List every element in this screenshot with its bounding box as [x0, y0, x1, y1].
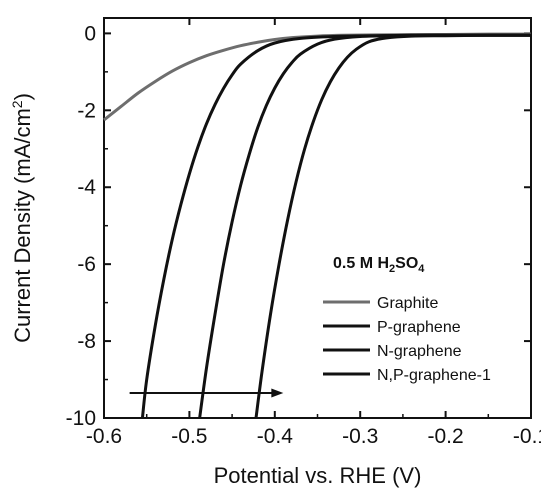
legend-label: P-graphene [377, 319, 461, 336]
x-axis-ticks: -0.6 -0.5 -0.4 -0.3 -0.2 -0.1 [86, 18, 541, 448]
activity-arrow [129, 388, 284, 398]
plot-border [103, 17, 532, 419]
y-axis-ticks: 0 -2 -4 -6 -8 -10 [66, 22, 531, 430]
series-line-p-graphene [140, 33, 531, 419]
arrow-head [271, 388, 284, 398]
legend-label: N,P-graphene-1 [377, 367, 491, 384]
y-axis-title-main: Current Density (mA/cm [10, 108, 35, 343]
legend-label: Graphite [377, 295, 438, 312]
x-tick-label: -0.2 [428, 425, 464, 448]
legend: 0.5 M H2SO4 Graphite P-graphene N-graphene N… [323, 255, 491, 384]
y-tick-label: -4 [77, 176, 96, 199]
y-axis-title: Current Density (mA/cm2) [9, 93, 35, 343]
x-tick-label: -0.5 [171, 425, 207, 448]
x-tick-label: -0.3 [342, 425, 378, 448]
x-axis-title: Potential vs. RHE (V) [214, 463, 422, 488]
x-tick-label: -0.6 [86, 425, 122, 448]
y-tick-label: -8 [77, 330, 96, 353]
series-line-n-graphene [198, 33, 531, 419]
series-layer [103, 32, 532, 419]
y-axis-title-superscript: 2 [9, 100, 25, 108]
x-tick-label: -0.4 [257, 425, 294, 448]
y-tick-label: 0 [84, 22, 96, 45]
series-line-n-p-graphene-1 [254, 33, 532, 419]
x-tick-label: -0.1 [513, 425, 541, 448]
y-tick-label: -10 [66, 407, 96, 430]
y-tick-label: -6 [77, 253, 96, 276]
legend-label: N-graphene [377, 343, 462, 360]
legend-title: 0.5 M H2SO4 [333, 255, 425, 275]
plot-frame [103, 17, 532, 419]
y-tick-label: -2 [77, 99, 96, 122]
y-axis-title-close: ) [10, 93, 35, 100]
